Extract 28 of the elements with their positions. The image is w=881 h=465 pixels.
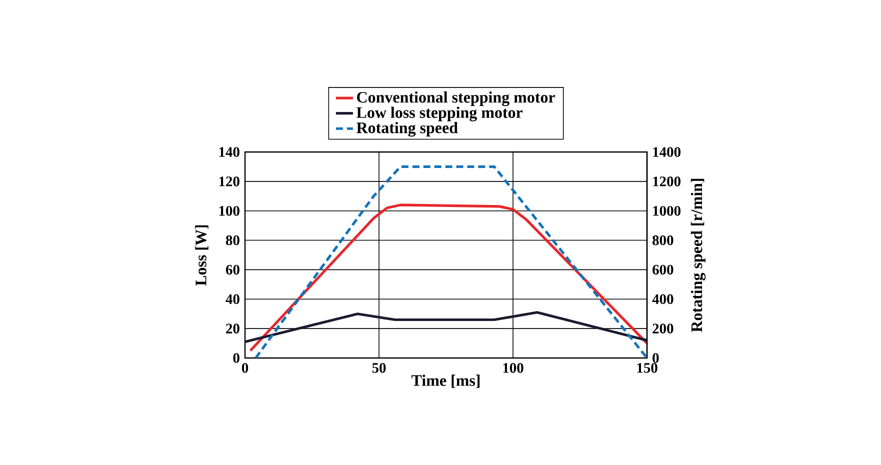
y2-tick-label: 1000 [653, 206, 680, 216]
y-tick-label: 80 [226, 235, 240, 246]
y2-tick-label: 400 [652, 294, 674, 304]
y-axis-title: Loss [W] [195, 225, 208, 286]
x-tick-label: 0 [242, 363, 248, 373]
y2-tick-label: 200 [652, 324, 674, 334]
y-tick-label: 60 [226, 264, 240, 275]
y-tick-label: 120 [219, 176, 240, 186]
y2-tick-label: 1200 [653, 176, 680, 186]
legend-label: Rotating speed [356, 122, 458, 137]
legend-label: Conventional stepping motor [357, 91, 556, 106]
legend-label: Low loss stepping motor [356, 106, 523, 122]
x-tick-label: 100 [503, 363, 524, 373]
y-tick-label: 20 [226, 324, 240, 334]
line-series [245, 311, 648, 344]
line-series [249, 204, 648, 352]
y-tick-label: 100 [219, 206, 240, 216]
y-tick-label: 0 [233, 353, 240, 363]
y2-tick-label: 0 [652, 353, 659, 363]
y2-tick-label: 800 [652, 235, 674, 246]
y-tick-label: 140 [219, 147, 240, 157]
y2-tick-label: 1400 [653, 147, 680, 157]
x-axis-title: Time [ms] [412, 374, 480, 388]
x-tick-label: 50 [372, 363, 386, 373]
y2-tick-label: 600 [652, 264, 674, 275]
y-tick-label: 40 [226, 294, 240, 304]
x-tick-label: 150 [637, 363, 658, 373]
y2-axis-title: Rotating speed [r/min] [690, 178, 706, 332]
